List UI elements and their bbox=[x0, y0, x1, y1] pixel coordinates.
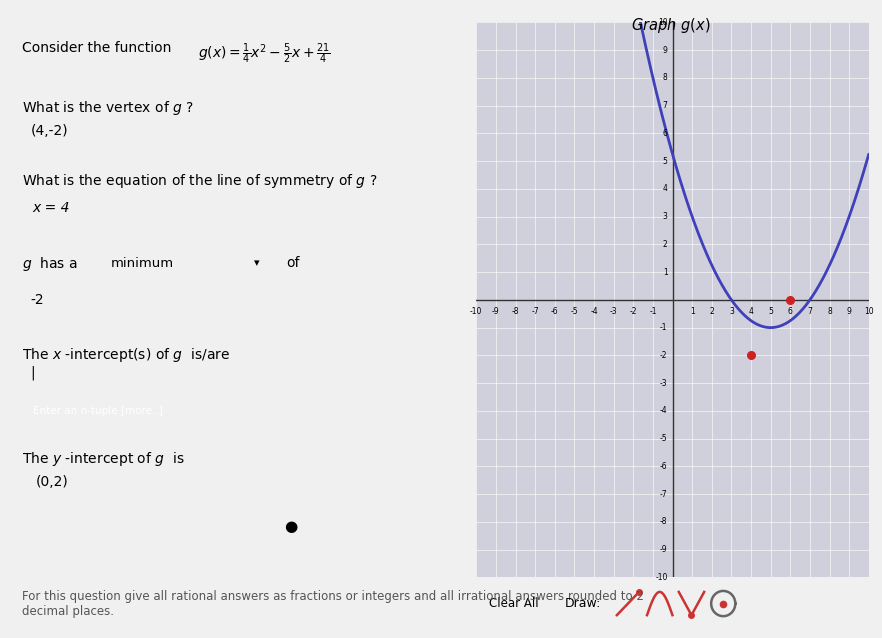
Text: 2: 2 bbox=[709, 307, 714, 316]
Text: (0,2): (0,2) bbox=[35, 475, 68, 489]
Text: 10: 10 bbox=[864, 307, 873, 316]
Text: minimum: minimum bbox=[110, 257, 174, 270]
Text: -3: -3 bbox=[660, 378, 668, 388]
Text: -1: -1 bbox=[660, 323, 668, 332]
Text: 8: 8 bbox=[663, 73, 668, 82]
Text: 3: 3 bbox=[729, 307, 734, 316]
Text: 5: 5 bbox=[662, 156, 668, 166]
Text: Graph $g(x)$: Graph $g(x)$ bbox=[631, 16, 710, 35]
Text: -6: -6 bbox=[551, 307, 558, 316]
Text: -10: -10 bbox=[470, 307, 482, 316]
Text: 8: 8 bbox=[827, 307, 832, 316]
Text: 1: 1 bbox=[663, 267, 668, 277]
Text: 9: 9 bbox=[662, 45, 668, 55]
Text: of: of bbox=[287, 256, 300, 271]
Text: 2: 2 bbox=[663, 240, 668, 249]
Text: 4: 4 bbox=[749, 307, 753, 316]
Text: 9: 9 bbox=[847, 307, 852, 316]
Text: $g$  has a: $g$ has a bbox=[22, 255, 78, 273]
Text: ▾: ▾ bbox=[254, 258, 259, 269]
Text: -9: -9 bbox=[492, 307, 500, 316]
Text: Enter an n-tuple [more..]: Enter an n-tuple [more..] bbox=[33, 406, 163, 416]
Text: For this question give all rational answers as fractions or integers and all irr: For this question give all rational answ… bbox=[22, 590, 644, 618]
Text: 7: 7 bbox=[807, 307, 812, 316]
Text: 7: 7 bbox=[662, 101, 668, 110]
Text: -8: -8 bbox=[512, 307, 519, 316]
Text: -10: -10 bbox=[655, 573, 668, 582]
Text: -3: -3 bbox=[609, 307, 617, 316]
Text: |: | bbox=[30, 366, 35, 380]
Text: 6: 6 bbox=[788, 307, 793, 316]
Text: -9: -9 bbox=[660, 545, 668, 554]
Text: Consider the function: Consider the function bbox=[22, 41, 176, 56]
Text: What is the equation of the line of symmetry of $g$ ?: What is the equation of the line of symm… bbox=[22, 172, 377, 190]
Text: What is the vertex of $g$ ?: What is the vertex of $g$ ? bbox=[22, 99, 194, 117]
Text: -4: -4 bbox=[590, 307, 598, 316]
Text: 1: 1 bbox=[690, 307, 694, 316]
Text: 6: 6 bbox=[662, 129, 668, 138]
Text: The $y$ -intercept of $g$  is: The $y$ -intercept of $g$ is bbox=[22, 450, 185, 468]
Text: 4: 4 bbox=[662, 184, 668, 193]
Text: -5: -5 bbox=[660, 434, 668, 443]
Text: $g(x) = \frac{1}{4}x^2 - \frac{5}{2}x + \frac{21}{4}$: $g(x) = \frac{1}{4}x^2 - \frac{5}{2}x + … bbox=[198, 41, 332, 66]
Text: -7: -7 bbox=[660, 489, 668, 499]
Text: (4,-2): (4,-2) bbox=[30, 124, 68, 138]
Text: -4: -4 bbox=[660, 406, 668, 415]
Text: Draw:: Draw: bbox=[564, 597, 601, 610]
Text: -2: -2 bbox=[30, 293, 44, 308]
Text: -2: -2 bbox=[660, 351, 668, 360]
Text: 5: 5 bbox=[768, 307, 774, 316]
Text: -1: -1 bbox=[649, 307, 657, 316]
Text: -6: -6 bbox=[660, 462, 668, 471]
Text: -5: -5 bbox=[571, 307, 579, 316]
Text: 3: 3 bbox=[662, 212, 668, 221]
Text: -2: -2 bbox=[630, 307, 637, 316]
Text: 10: 10 bbox=[658, 18, 668, 27]
Text: -7: -7 bbox=[531, 307, 539, 316]
Text: ●: ● bbox=[284, 519, 298, 534]
Text: -8: -8 bbox=[660, 517, 668, 526]
Text: x = 4: x = 4 bbox=[32, 201, 70, 215]
Text: Clear All: Clear All bbox=[489, 597, 539, 610]
Text: The $x$ -intercept(s) of $g$  is/are: The $x$ -intercept(s) of $g$ is/are bbox=[22, 346, 230, 364]
